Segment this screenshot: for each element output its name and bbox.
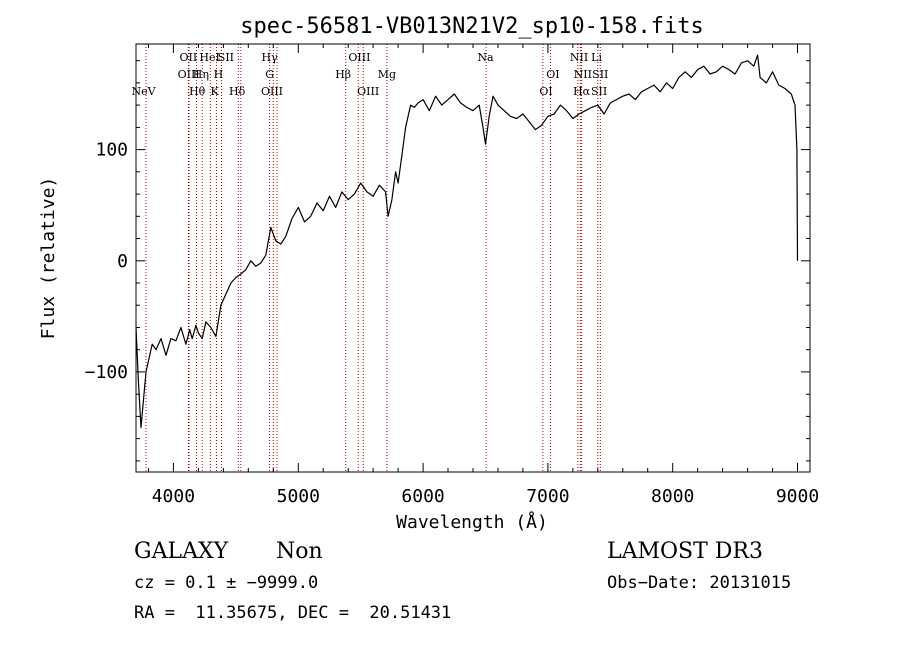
chart-title: spec-56581-VB013N21V2_sp10-158.fits bbox=[240, 14, 704, 39]
x-tick-label: 8000 bbox=[651, 486, 694, 507]
line-label: K bbox=[210, 85, 219, 98]
plot-frame bbox=[135, 43, 811, 473]
line-label: Hδ bbox=[229, 85, 246, 98]
line-label: SII bbox=[218, 51, 234, 64]
line-label: NeV bbox=[131, 85, 156, 98]
line-label: Hα bbox=[573, 85, 591, 98]
line-label: OI bbox=[539, 85, 552, 98]
line-label: Hθ bbox=[189, 85, 206, 98]
x-axis: 4000 5000 6000 7000 8000 9000 bbox=[148, 44, 819, 507]
redshift-text: cz = 0.1 ± −9999.0 bbox=[134, 573, 319, 593]
y-tick-label: 100 bbox=[95, 140, 128, 161]
y-axis-label: Flux (relative) bbox=[38, 177, 59, 340]
line-markers bbox=[145, 44, 601, 472]
y-tick-label: −100 bbox=[85, 362, 128, 383]
line-label: Hβ bbox=[335, 68, 351, 81]
line-label: G bbox=[265, 68, 274, 81]
survey-name: LAMOST DR3 bbox=[607, 539, 763, 564]
x-tick-label: 4000 bbox=[152, 486, 195, 507]
object-subclass: Non bbox=[276, 539, 323, 564]
line-label: Hη bbox=[193, 68, 209, 81]
line-label: H bbox=[214, 68, 224, 81]
line-label: OIII bbox=[261, 85, 283, 98]
line-label: OIII bbox=[357, 85, 379, 98]
line-label: Li bbox=[591, 51, 602, 64]
line-label: OI bbox=[546, 68, 559, 81]
object-class: GALAXY bbox=[134, 539, 229, 564]
line-label: OIII bbox=[348, 51, 370, 64]
line-annotations: NeV OII OIII Hθ Hη HeI KH SII Hδ Hγ G OIII Hβ OIII OII… bbox=[131, 51, 608, 98]
y-axis: −100 0 100 bbox=[85, 60, 810, 462]
x-axis-label: Wavelength (Å) bbox=[396, 511, 548, 533]
x-tick-label: 6000 bbox=[401, 486, 444, 507]
line-label: NII bbox=[574, 68, 592, 81]
line-label: HeI bbox=[199, 51, 219, 64]
spectrum-line bbox=[135, 54, 799, 429]
x-tick-label: 7000 bbox=[526, 486, 569, 507]
line-label: SII bbox=[592, 68, 608, 81]
x-tick-label: 9000 bbox=[776, 486, 819, 507]
y-tick-label: 0 bbox=[117, 251, 128, 272]
line-label: OIII bbox=[178, 68, 200, 81]
obs-date-text: Obs−Date: 20131015 bbox=[607, 573, 792, 593]
line-label: OII bbox=[180, 51, 198, 64]
x-tick-label: 5000 bbox=[277, 486, 320, 507]
line-label: SII bbox=[591, 85, 607, 98]
line-label: Na bbox=[477, 51, 494, 64]
spectrum-series bbox=[135, 54, 799, 429]
line-label: NII bbox=[570, 51, 588, 64]
coordinates-text: RA = 11.35675, DEC = 20.51431 bbox=[134, 603, 452, 623]
line-label: Hγ bbox=[262, 51, 279, 64]
line-label: Mg bbox=[378, 68, 396, 81]
